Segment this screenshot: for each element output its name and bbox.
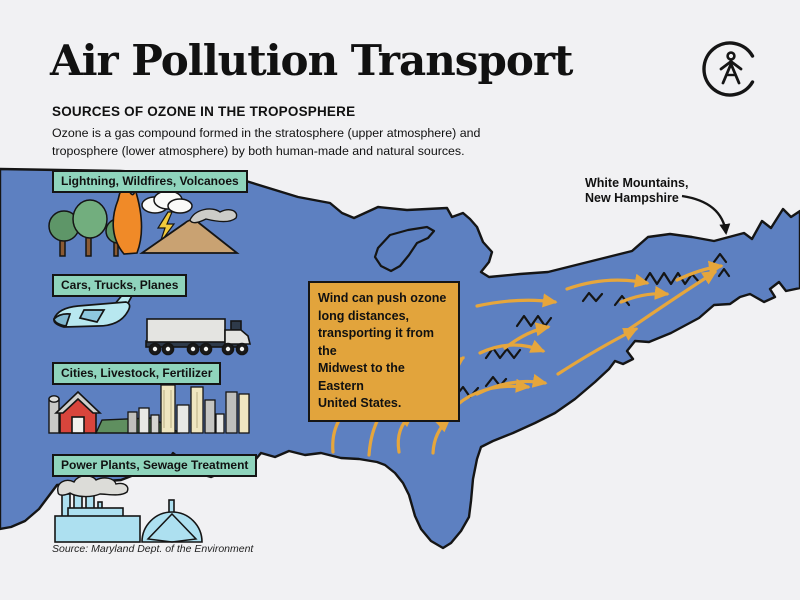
label-power-plants-sewage: Power Plants, Sewage Treatment (52, 454, 258, 477)
annotation-line1: White Mountains, (585, 176, 689, 190)
semi-truck-icon (145, 318, 252, 356)
annotation-line2: New Hampshire (585, 190, 679, 205)
power-plant-icon (54, 475, 141, 543)
white-mountains-annotation: White Mountains, New Hampshire (585, 176, 688, 206)
lightning-bolt-icon (156, 211, 176, 244)
airplane-icon (53, 285, 137, 328)
intro-description: Ozone is a gas compound formed in the st… (52, 126, 481, 159)
wind-callout-box: Wind can push ozone long distances, tran… (308, 281, 460, 422)
annotation-arrow (681, 194, 731, 235)
section-subtitle: SOURCES OF OZONE IN THE TROPOSPHERE (52, 104, 356, 119)
label-cars-trucks-planes: Cars, Trucks, Planes (52, 274, 188, 297)
city-skyline-icon (127, 384, 250, 434)
storm-cloud-icon (141, 190, 193, 214)
barn-icon (54, 390, 102, 434)
label-lightning-wildfires-volcanoes: Lightning, Wildfires, Volcanoes (52, 170, 248, 193)
sewage-treatment-dome-icon (141, 499, 203, 543)
volcano-smoke-icon (189, 208, 238, 224)
michigan-peninsula (373, 225, 436, 273)
page-title: Air Pollution Transport (50, 36, 573, 85)
silo-icon (48, 395, 60, 434)
trees-icon (48, 199, 131, 257)
label-cities-livestock-fertilizer: Cities, Livestock, Fertilizer (52, 362, 222, 385)
brand-logo-icon (702, 41, 755, 97)
source-credit: Source: Maryland Dept. of the Environmen… (52, 543, 254, 555)
